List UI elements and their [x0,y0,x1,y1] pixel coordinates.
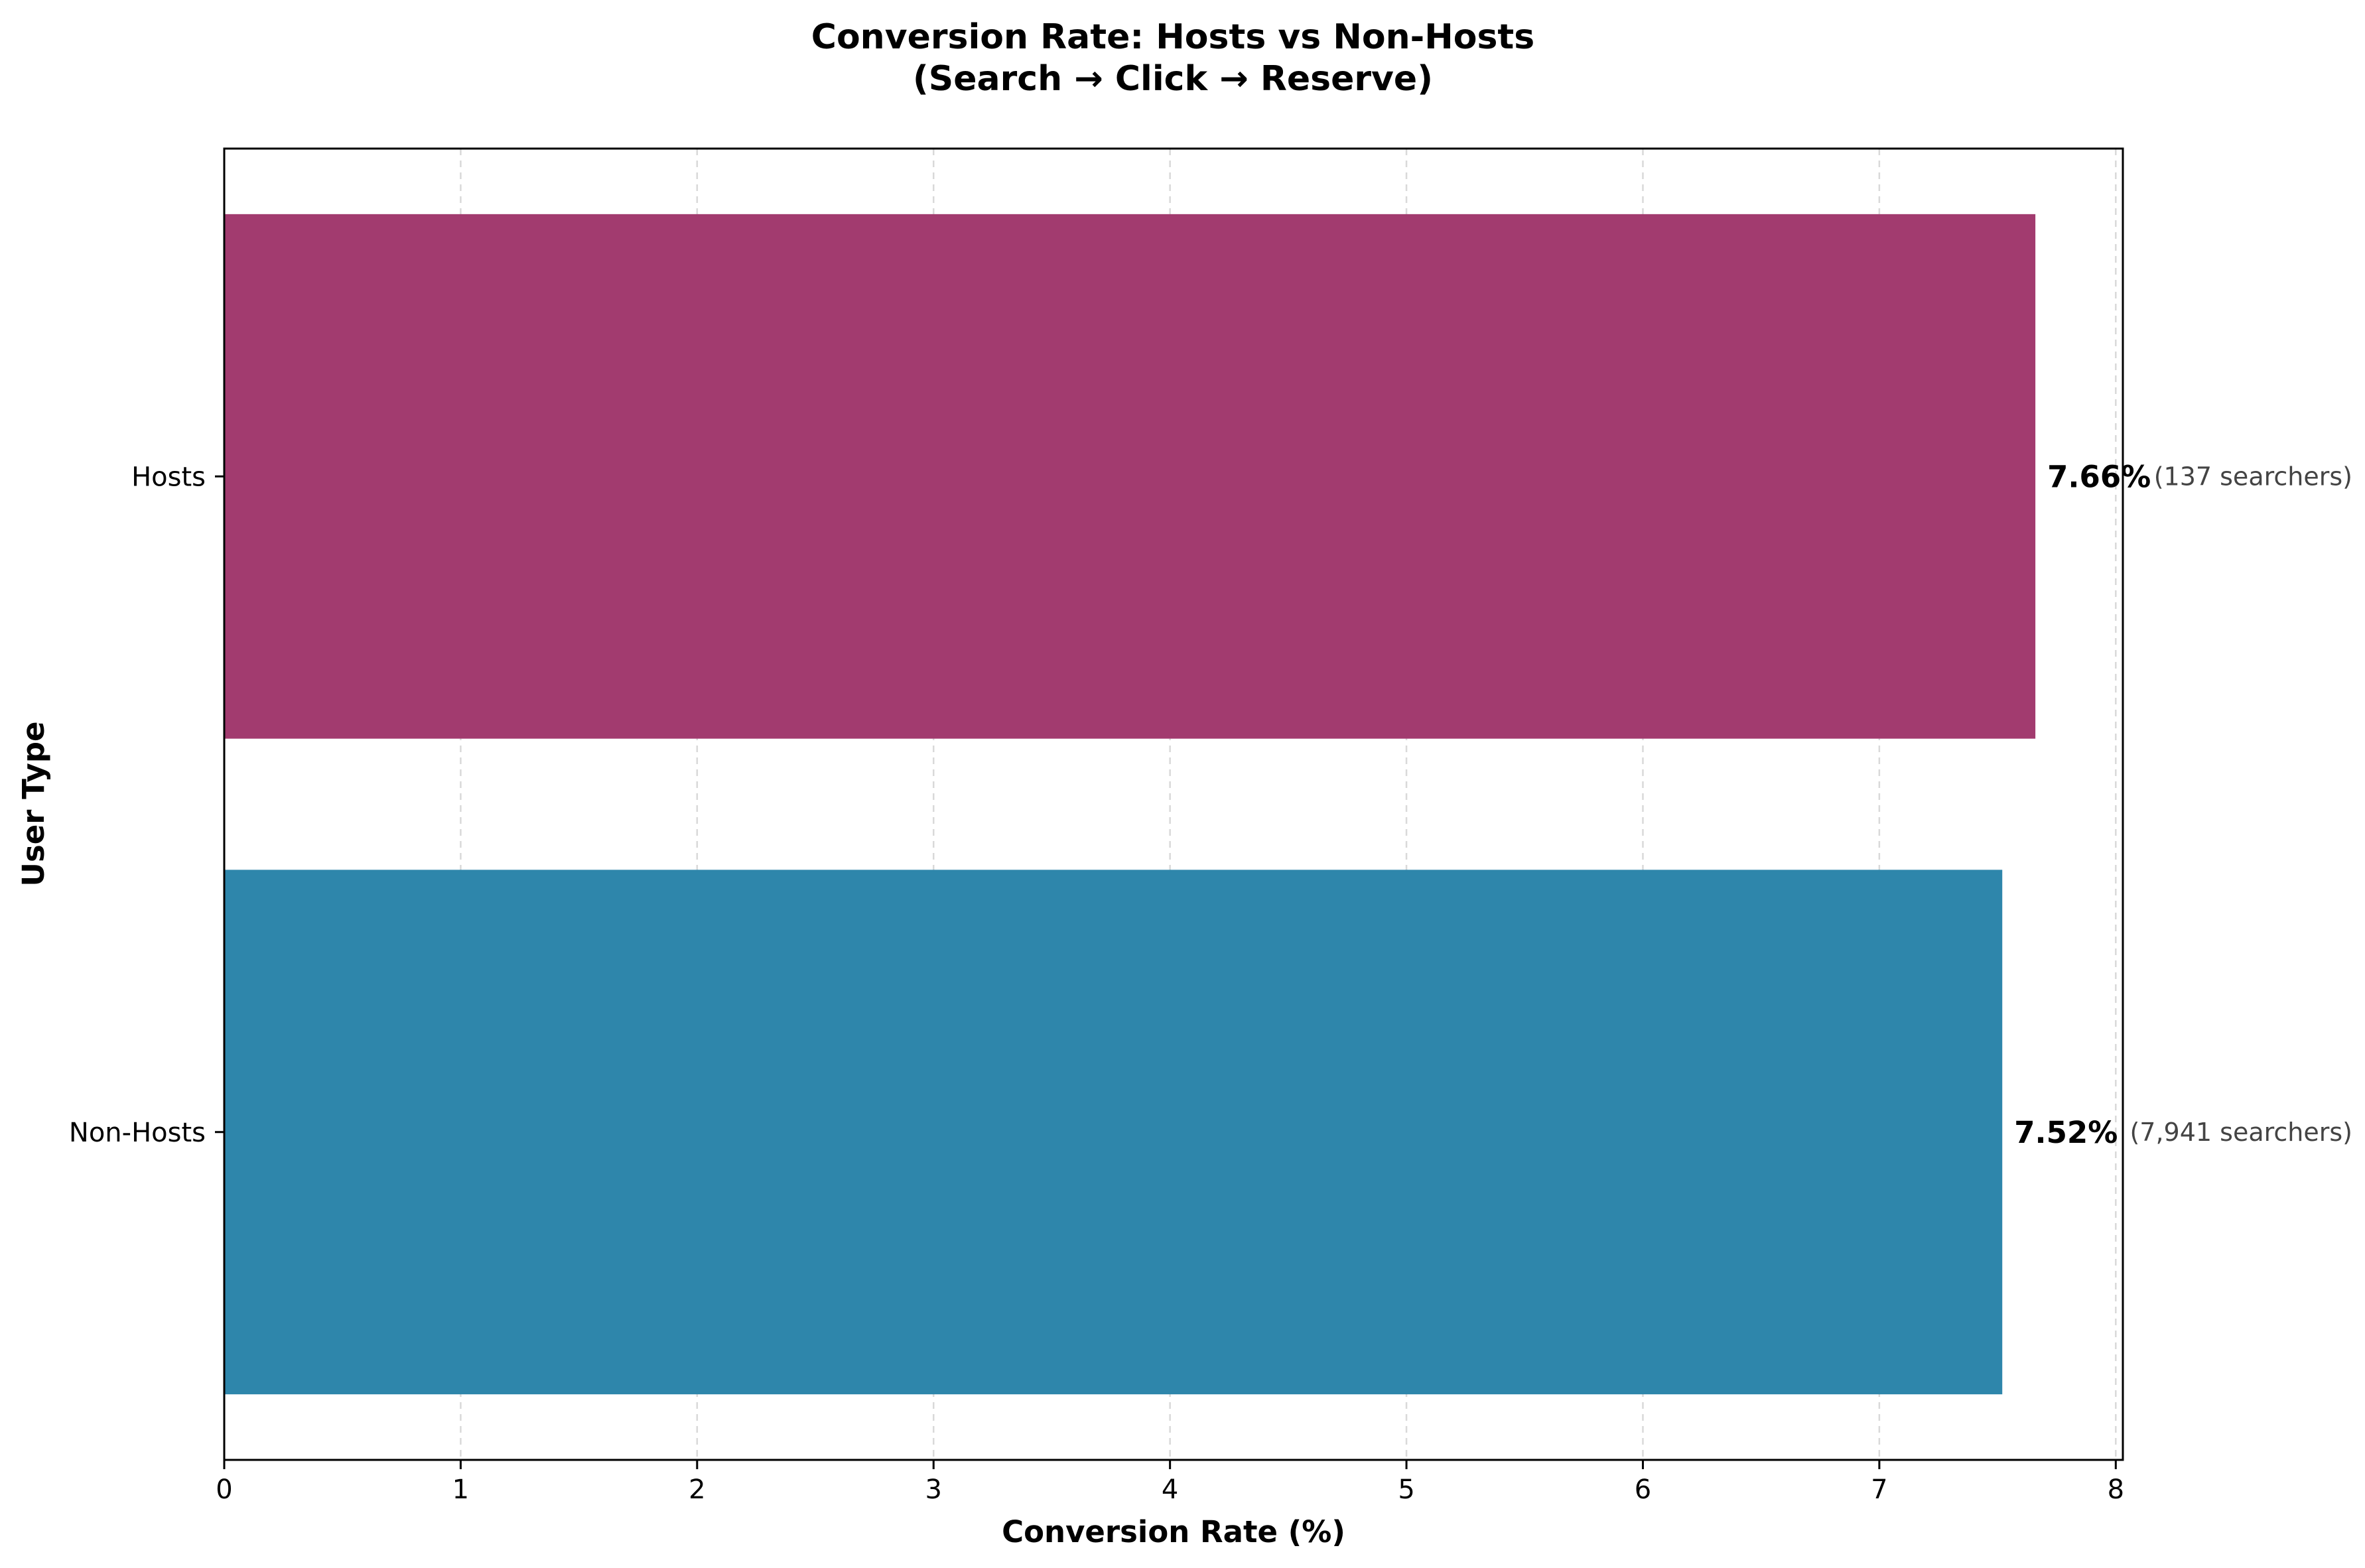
y-tick-label-non-hosts: Non-Hosts [69,1118,206,1148]
x-axis-label: Conversion Rate (%) [1002,1514,1345,1549]
x-tick-label-6: 6 [1635,1474,1651,1505]
x-tick-label-3: 3 [925,1474,942,1505]
x-tick-label-8: 8 [2108,1474,2124,1505]
chart-title-line1: Conversion Rate: Hosts vs Non-Hosts [811,17,1534,57]
y-tick-label-hosts: Hosts [131,462,206,492]
searchers-label-hosts: (137 searchers) [2154,462,2352,491]
x-tick-label-1: 1 [452,1474,469,1505]
x-tick-label-4: 4 [1162,1474,1178,1505]
bar-labels: 7.66% (137 searchers) 7.52% (7,941 searcher… [2014,459,2352,1150]
x-tick-label-0: 0 [216,1474,232,1505]
y-axis-label: User Type [16,721,51,886]
x-axis-ticks: 0 1 2 3 4 5 6 7 8 [216,1460,2124,1505]
x-tick-label-2: 2 [689,1474,705,1505]
y-axis-ticks: Hosts Non-Hosts [69,462,224,1148]
bar-hosts [224,214,2036,739]
plot-frame [223,147,2124,1461]
chart-title-line2: (Search → Click → Reserve) [913,59,1433,99]
bars [224,214,2036,1395]
x-tick-label-5: 5 [1398,1474,1414,1505]
value-label-hosts: 7.66% [2047,459,2151,494]
searchers-label-non-hosts: (7,941 searchers) [2129,1118,2352,1147]
value-label-non-hosts: 7.52% [2014,1115,2118,1150]
x-tick-label-7: 7 [1871,1474,1887,1505]
bar-non-hosts [224,870,2003,1395]
